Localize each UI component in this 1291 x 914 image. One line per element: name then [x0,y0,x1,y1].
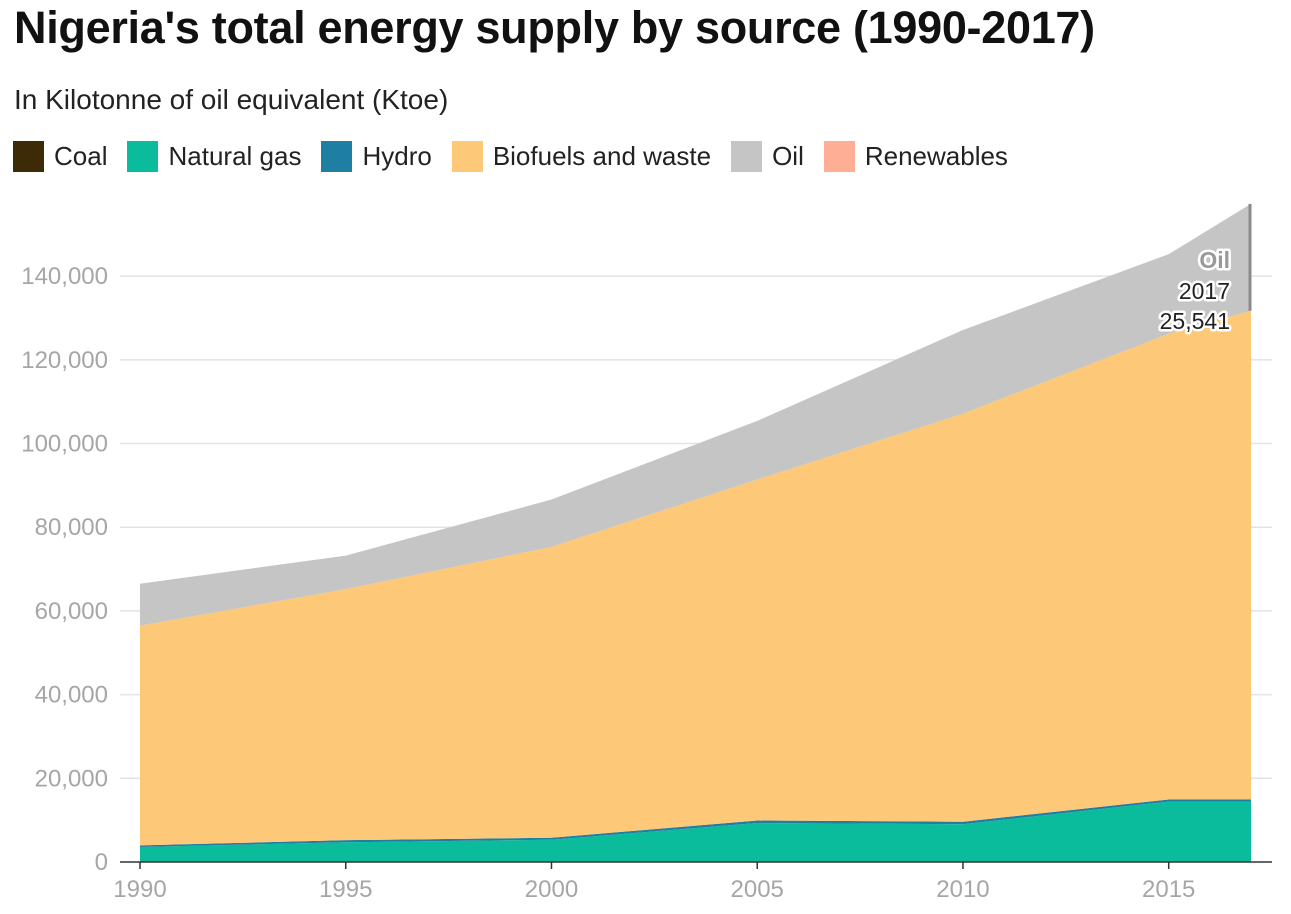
y-tick-label: 60,000 [35,598,108,625]
legend-label-hydro: Hydro [362,141,432,171]
y-tick-label: 20,000 [35,765,108,792]
legend: Coal Natural gas Hydro Biofuels and wast… [13,141,1028,172]
annotation-year-label: 2017 [1179,278,1230,304]
legend-label-biofuels: Biofuels and waste [492,141,712,171]
chart-subtitle: In Kilotonne of oil equivalent (Ktoe) [14,84,449,115]
legend-item-natural-gas: Natural gas [127,141,301,172]
area-natural-gas [140,801,1251,862]
x-tick-label: 1990 [113,876,166,903]
annotation-value-label: 25,541 [1160,308,1230,334]
legend-item-renewables: Renewables [823,141,1008,172]
legend-swatch-coal [13,141,44,172]
annotation-series-label: Oil [1199,247,1230,273]
y-tick-label: 40,000 [35,682,108,709]
chart-title: Nigeria's total energy supply by source … [14,2,1095,53]
legend-swatch-renewables [823,141,855,172]
y-tick-label: 80,000 [35,514,108,541]
annotation: Oil 2017 25,541 [1157,203,1252,337]
x-tick-label: 2005 [731,876,784,903]
area-hydro [140,799,1251,848]
axes: 0 20,000 40,000 60,000 80,000 100,000 120,000 1… [21,263,1272,903]
x-tick-label: 2000 [525,876,578,903]
y-tick-label: 0 [95,849,108,876]
legend-swatch-oil [731,141,763,172]
legend-swatch-natural-gas [127,141,159,172]
x-tick-label: 2010 [936,876,989,903]
legend-item-oil: Oil [731,141,804,172]
y-tick-label: 140,000 [21,263,108,290]
legend-label-renewables: Renewables [864,141,1008,171]
legend-label-coal: Coal [54,141,108,171]
x-tick-label: 1995 [319,876,372,903]
legend-swatch-hydro [321,141,353,172]
legend-item-hydro: Hydro [321,141,432,172]
legend-item-coal: Coal [13,141,107,172]
legend-label-natural-gas: Natural gas [168,141,302,171]
stacked-areas [140,203,1251,862]
y-tick-label: 100,000 [21,431,108,458]
x-tick-label: 2015 [1142,876,1195,903]
area-biofuels-and-waste [140,310,1251,846]
area-oil [140,203,1251,626]
y-tick-label: 120,000 [21,347,108,374]
legend-swatch-biofuels [451,141,483,172]
legend-label-oil: Oil [772,141,804,171]
legend-item-biofuels: Biofuels and waste [451,141,712,172]
